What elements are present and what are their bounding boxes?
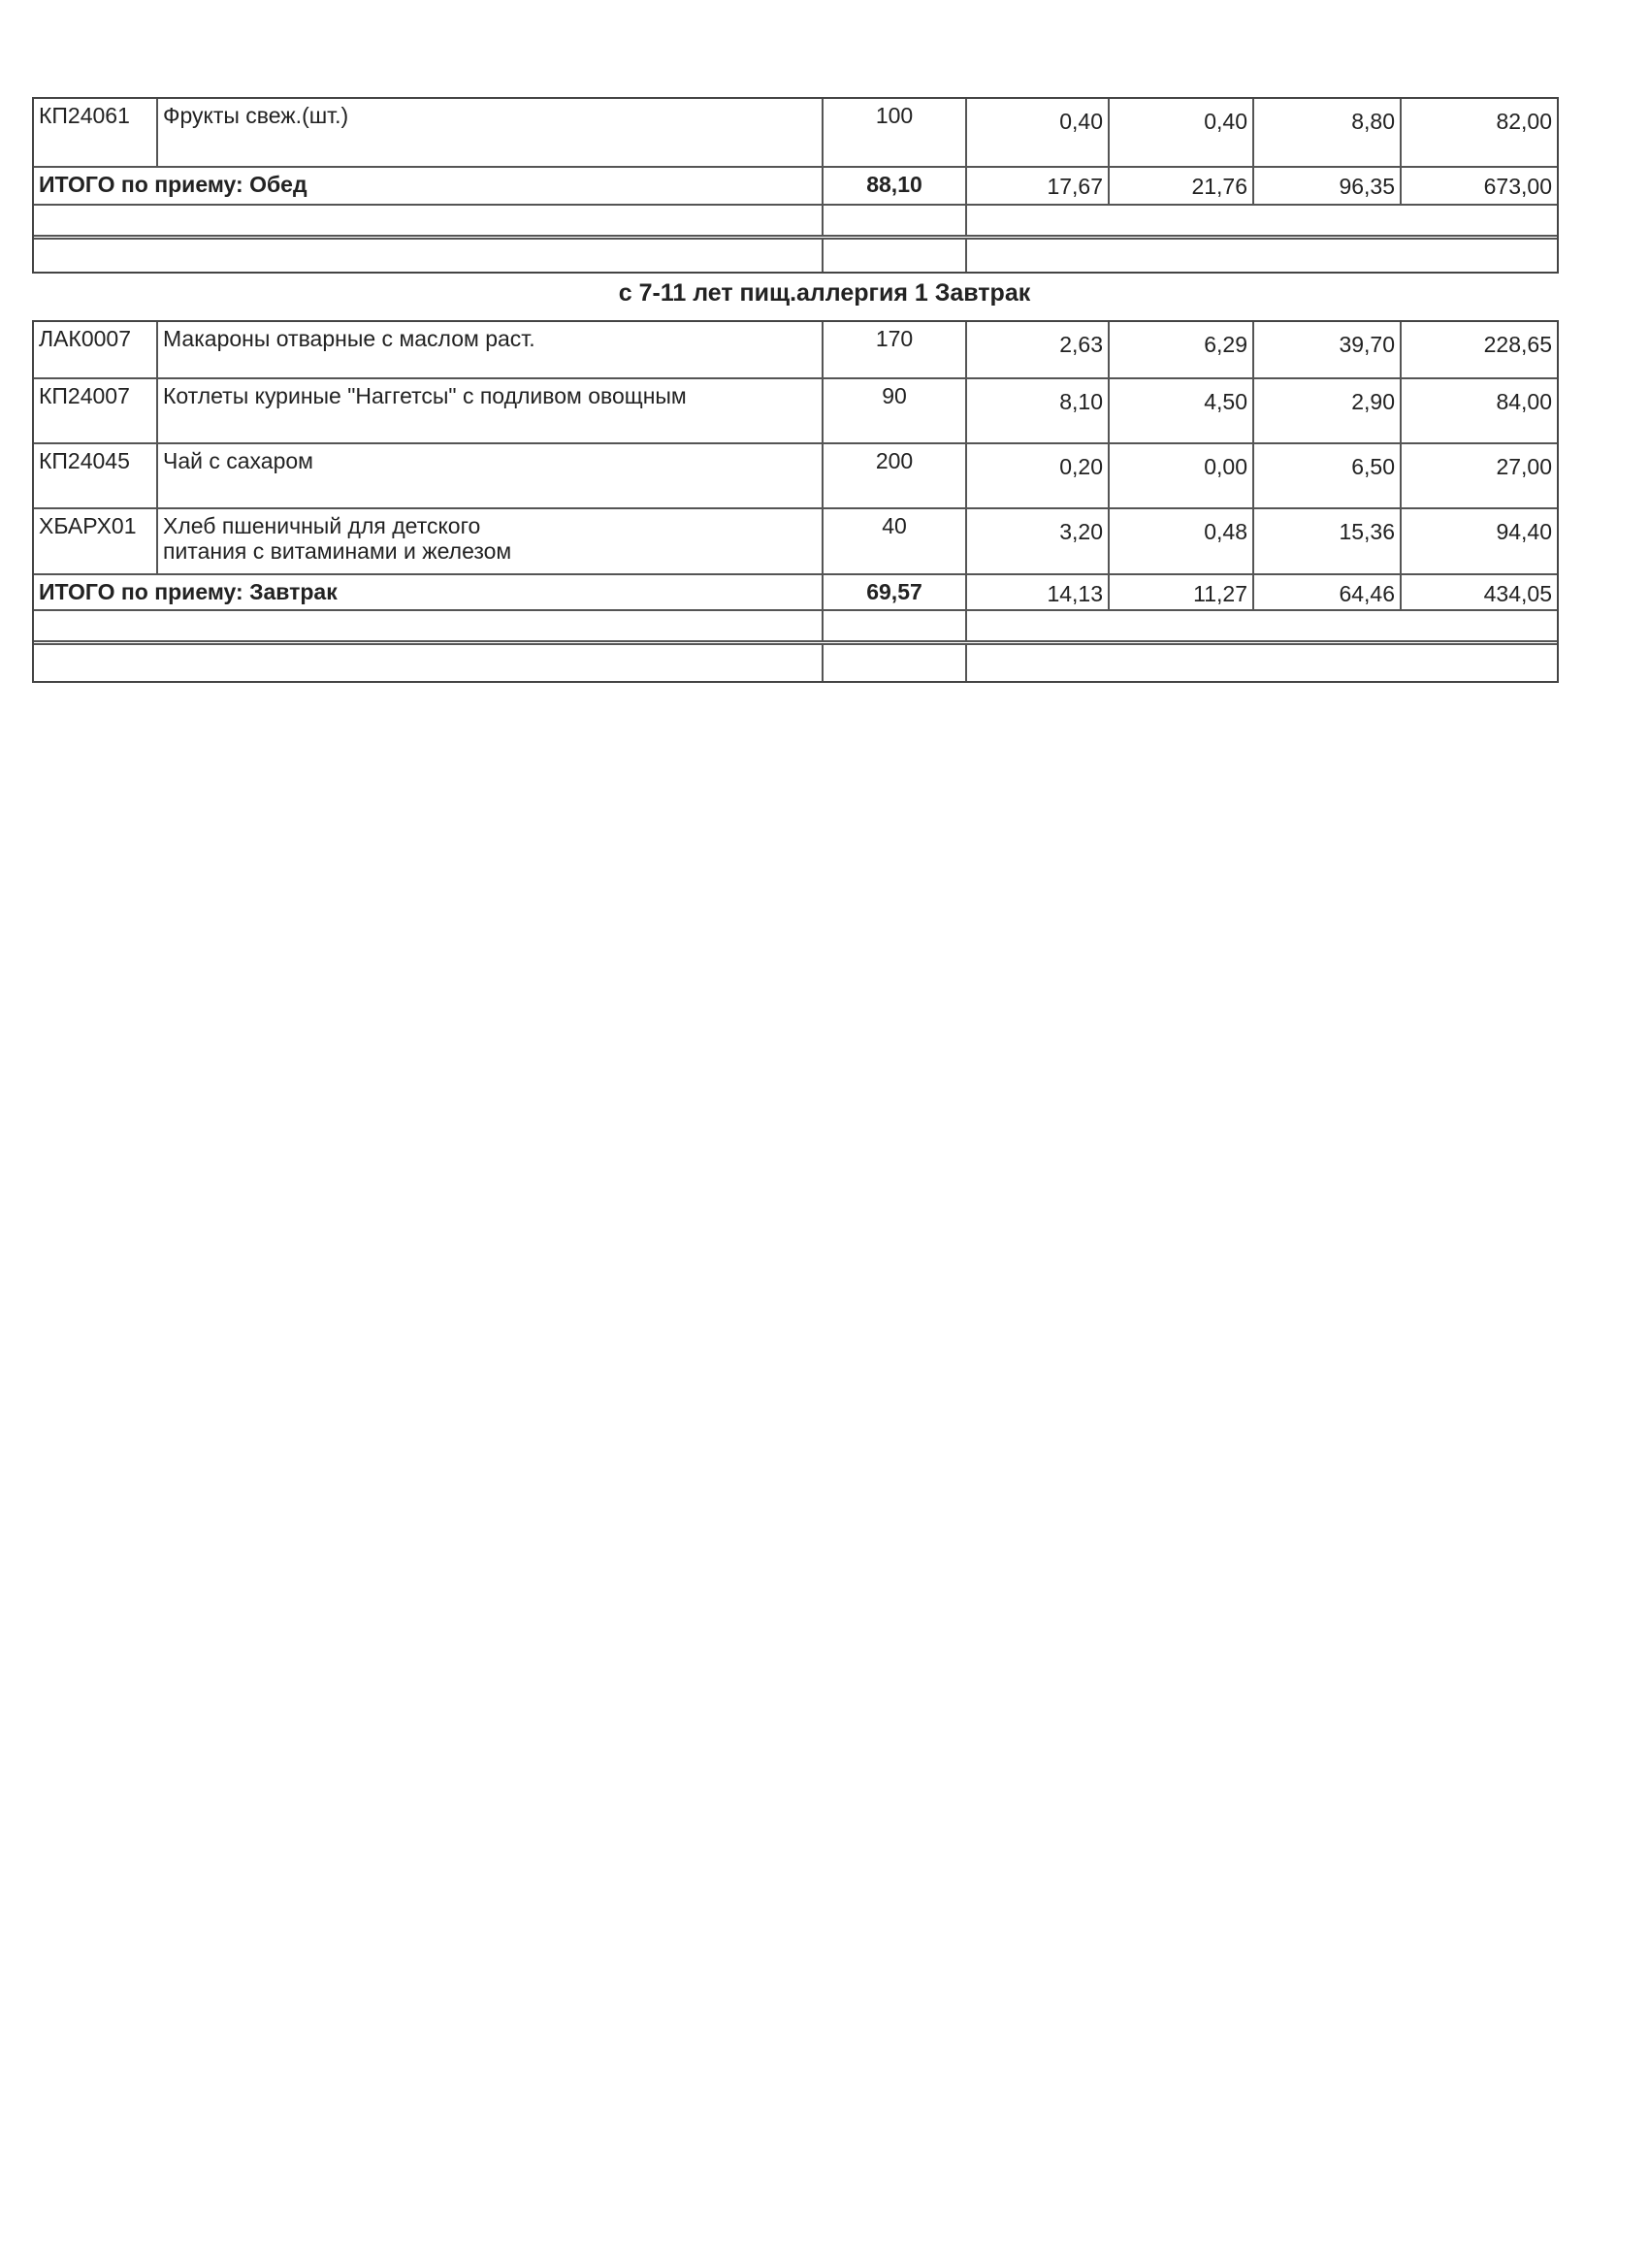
qty-cell: 170 — [824, 322, 967, 377]
total-row: ИТОГО по приему: Обед 88,10 17,67 21,76 … — [34, 168, 1557, 206]
protein-cell: 3,20 — [967, 509, 1110, 573]
empty-row — [34, 206, 1557, 240]
section-title: с 7-11 лет пищ.аллергия 1 Завтрак — [618, 279, 1031, 307]
fat-cell: 0,48 — [1110, 509, 1254, 573]
dish-cell: Котлеты куриные "Наггетсы" с подливом ов… — [158, 379, 824, 442]
total-label: ИТОГО по приему: Завтрак — [34, 575, 824, 609]
total-label: ИТОГО по приему: Обед — [34, 168, 824, 204]
table-row: ЛАК0007 Макароны отварные с маслом раст.… — [34, 322, 1557, 379]
breakfast-table: ЛАК0007 Макароны отварные с маслом раст.… — [32, 320, 1559, 683]
kcal-cell: 94,40 — [1496, 519, 1552, 544]
empty-row — [34, 240, 1557, 272]
table-row: КП24045 Чай с сахаром 200 0,20 0,00 6,50… — [34, 444, 1557, 509]
total-qty: 88,10 — [824, 168, 967, 204]
empty-cell — [824, 206, 967, 235]
protein-cell: 0,20 — [967, 444, 1110, 507]
qty-cell: 90 — [824, 379, 967, 442]
total-protein: 14,13 — [967, 575, 1110, 609]
dish-cell: Макароны отварные с маслом раст. — [158, 322, 824, 377]
kcal-cell: 27,00 — [1496, 454, 1552, 479]
carb-cell: 8,80 — [1254, 99, 1402, 166]
kcal-cell: 82,00 — [1496, 109, 1552, 134]
empty-cell — [967, 240, 1557, 272]
kcal-cell: 228,65 — [1483, 332, 1552, 357]
code-cell: КП24007 — [34, 379, 158, 442]
total-fat: 11,27 — [1110, 575, 1254, 609]
carb-cell: 2,90 — [1254, 379, 1402, 442]
total-protein: 17,67 — [967, 168, 1110, 204]
total-carb: 64,46 — [1254, 575, 1402, 609]
total-row: ИТОГО по приему: Завтрак 69,57 14,13 11,… — [34, 575, 1557, 611]
empty-cell — [34, 206, 824, 235]
empty-cell — [967, 206, 1557, 235]
empty-cell — [34, 240, 824, 272]
protein-cell: 0,40 — [967, 99, 1110, 166]
kcal-cell: 84,00 — [1496, 389, 1552, 414]
qty-cell: 40 — [824, 509, 967, 573]
lunch-table: КП24061 Фрукты свеж.(шт.) 100 0,40 0,40 … — [32, 97, 1559, 274]
total-fat: 21,76 — [1110, 168, 1254, 204]
total-kcal: 673,00 — [1483, 174, 1552, 199]
qty-cell: 200 — [824, 444, 967, 507]
dish-cell: Фрукты свеж.(шт.) — [158, 99, 824, 166]
table-row: ХБАРХ01 Хлеб пшеничный для детского пита… — [34, 509, 1557, 575]
empty-cell — [824, 240, 967, 272]
empty-row — [34, 645, 1557, 681]
empty-cell — [967, 611, 1557, 640]
empty-cell — [824, 611, 967, 640]
code-cell: ХБАРХ01 — [34, 509, 158, 573]
carb-cell: 15,36 — [1254, 509, 1402, 573]
fat-cell: 4,50 — [1110, 379, 1254, 442]
empty-row — [34, 611, 1557, 645]
empty-cell — [34, 645, 824, 681]
empty-cell — [824, 645, 967, 681]
protein-cell: 2,63 — [967, 322, 1110, 377]
dish-cell: Чай с сахаром — [158, 444, 824, 507]
dish-cell: Хлеб пшеничный для детского питания с ви… — [158, 509, 824, 573]
code-cell: КП24061 — [34, 99, 158, 166]
code-cell: ЛАК0007 — [34, 322, 158, 377]
fat-cell: 0,40 — [1110, 99, 1254, 166]
carb-cell: 39,70 — [1254, 322, 1402, 377]
code-cell: КП24045 — [34, 444, 158, 507]
empty-cell — [967, 645, 1557, 681]
empty-cell — [34, 611, 824, 640]
table-row: КП24007 Котлеты куриные "Наггетсы" с под… — [34, 379, 1557, 444]
total-qty: 69,57 — [824, 575, 967, 609]
protein-cell: 8,10 — [967, 379, 1110, 442]
fat-cell: 6,29 — [1110, 322, 1254, 377]
total-kcal: 434,05 — [1483, 581, 1552, 606]
fat-cell: 0,00 — [1110, 444, 1254, 507]
table-row: КП24061 Фрукты свеж.(шт.) 100 0,40 0,40 … — [34, 99, 1557, 168]
qty-cell: 100 — [824, 99, 967, 166]
carb-cell: 6,50 — [1254, 444, 1402, 507]
total-carb: 96,35 — [1254, 168, 1402, 204]
